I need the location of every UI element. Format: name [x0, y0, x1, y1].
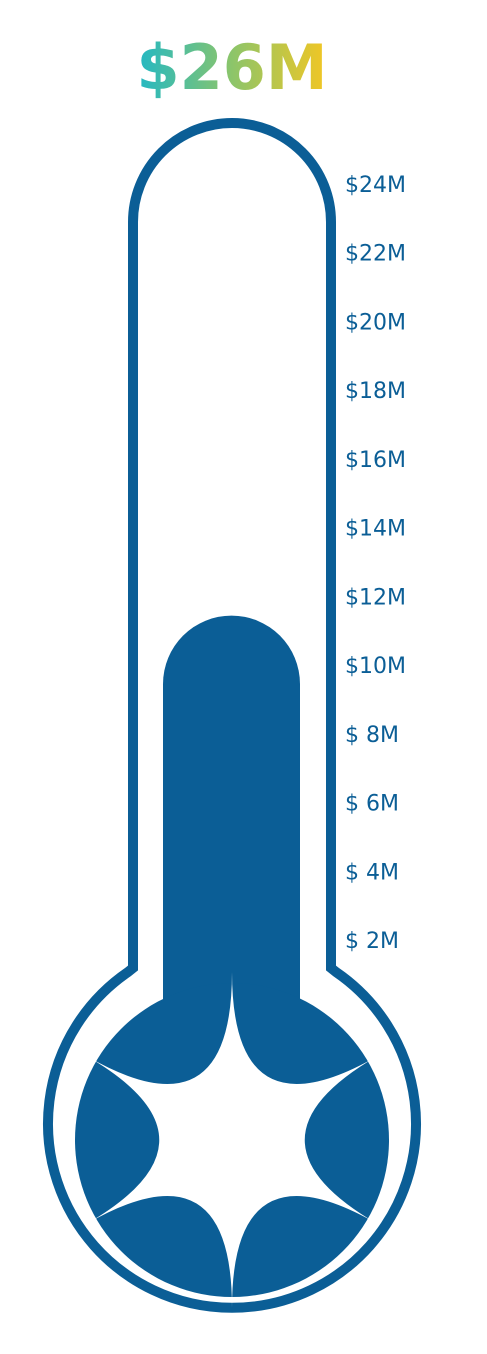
y-tick-label: $22M [345, 242, 406, 267]
y-tick-label: $ 4M [345, 860, 399, 885]
thermometer-outline [43, 118, 421, 1313]
y-tick-label: $ 8M [345, 723, 399, 748]
star [86, 972, 378, 1308]
y-tick-label: $14M [345, 517, 406, 542]
y-tick-label: $24M [345, 173, 406, 198]
y-tick-label: $18M [345, 379, 406, 404]
y-tick-label: $12M [345, 585, 406, 610]
y-tick-label: $16M [345, 448, 406, 473]
chart-title: $26M [136, 31, 327, 104]
fill-bar [163, 615, 300, 1100]
y-tick-label: $ 6M [345, 792, 399, 817]
y-tick-label: $ 2M [345, 929, 399, 954]
y-tick-label: $20M [345, 310, 406, 335]
y-tick-label: $10M [345, 654, 406, 679]
